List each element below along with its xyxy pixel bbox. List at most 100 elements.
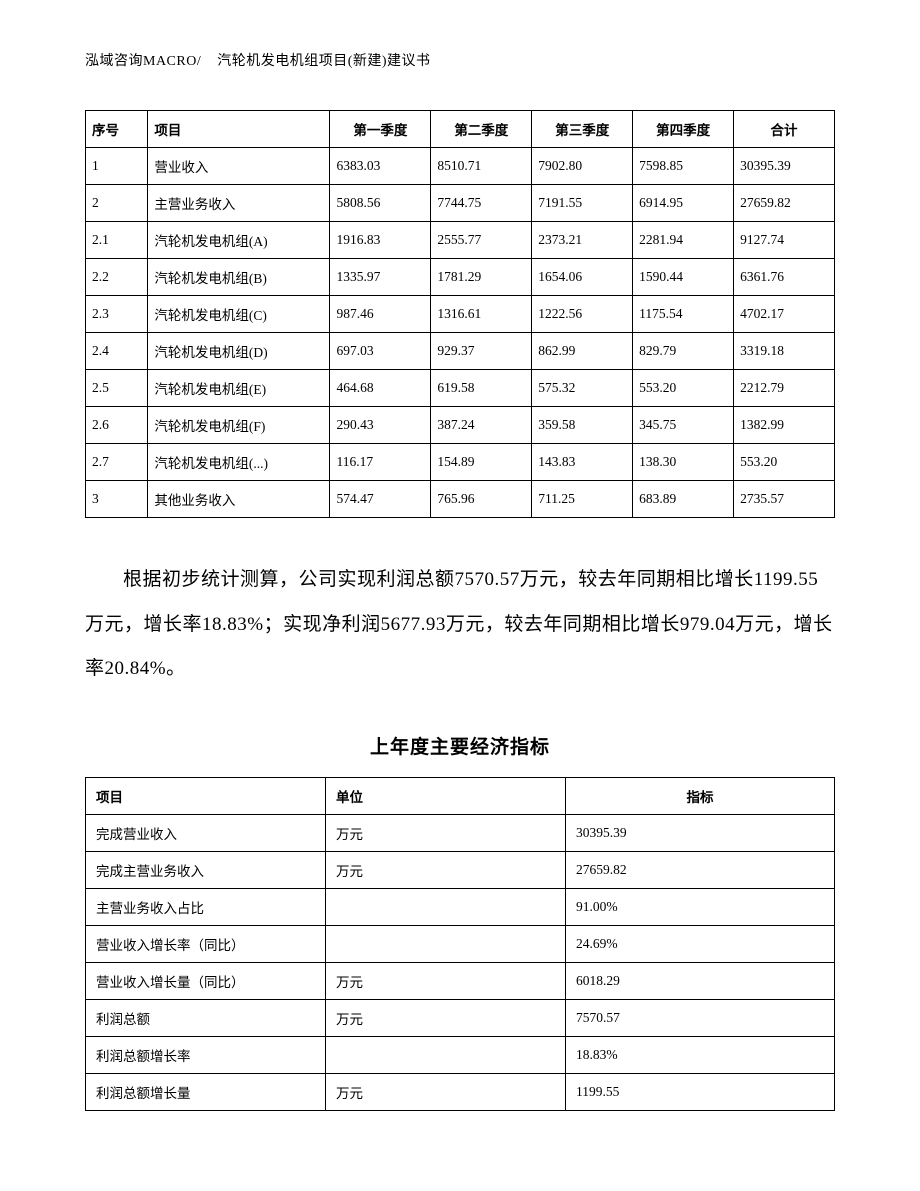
table-cell: 829.79: [633, 333, 734, 370]
col-header-item: 项目: [148, 111, 330, 148]
table-cell: 3: [86, 481, 148, 518]
table-cell: 2281.94: [633, 222, 734, 259]
table-cell: 7744.75: [431, 185, 532, 222]
table-cell: 2.4: [86, 333, 148, 370]
table-row: 完成主营业务收入万元27659.82: [86, 851, 835, 888]
table-row: 营业收入增长量（同比）万元6018.29: [86, 962, 835, 999]
table-cell: 30395.39: [734, 148, 835, 185]
table-header-row: 序号 项目 第一季度 第二季度 第三季度 第四季度 合计: [86, 111, 835, 148]
table-cell: 345.75: [633, 407, 734, 444]
col-header-q1: 第一季度: [330, 111, 431, 148]
table-cell: 553.20: [633, 370, 734, 407]
indicators-table: 项目 单位 指标 完成营业收入万元30395.39完成主营业务收入万元27659…: [85, 777, 835, 1111]
table-cell: 575.32: [532, 370, 633, 407]
table-cell: 1654.06: [532, 259, 633, 296]
indicators-title: 上年度主要经济指标: [85, 732, 835, 759]
table-cell: 营业收入增长量（同比）: [86, 962, 326, 999]
table-cell: 6361.76: [734, 259, 835, 296]
table-row: 2.7汽轮机发电机组(...)116.17154.89143.83138.305…: [86, 444, 835, 481]
table-cell: 711.25: [532, 481, 633, 518]
table-cell: 464.68: [330, 370, 431, 407]
table-cell: 汽轮机发电机组(E): [148, 370, 330, 407]
table-cell: 万元: [326, 962, 566, 999]
table-cell: 2735.57: [734, 481, 835, 518]
table-cell: [326, 1036, 566, 1073]
table-cell: 2212.79: [734, 370, 835, 407]
col-header-total: 合计: [734, 111, 835, 148]
table-cell: 利润总额: [86, 999, 326, 1036]
table-cell: 6018.29: [566, 962, 835, 999]
table-cell: 27659.82: [566, 851, 835, 888]
ind-col-header-unit: 单位: [326, 777, 566, 814]
table-cell: 万元: [326, 999, 566, 1036]
table-row: 2.6汽轮机发电机组(F)290.43387.24359.58345.75138…: [86, 407, 835, 444]
table-cell: 汽轮机发电机组(F): [148, 407, 330, 444]
table-cell: 862.99: [532, 333, 633, 370]
table-row: 2.5汽轮机发电机组(E)464.68619.58575.32553.20221…: [86, 370, 835, 407]
table-cell: 1: [86, 148, 148, 185]
table-row: 利润总额增长量万元1199.55: [86, 1073, 835, 1110]
table-cell: 汽轮机发电机组(C): [148, 296, 330, 333]
table-row: 利润总额增长率18.83%: [86, 1036, 835, 1073]
table-cell: 2.2: [86, 259, 148, 296]
table-cell: 完成主营业务收入: [86, 851, 326, 888]
table-cell: 利润总额增长量: [86, 1073, 326, 1110]
table-cell: 2.5: [86, 370, 148, 407]
table-cell: 8510.71: [431, 148, 532, 185]
table-cell: 汽轮机发电机组(D): [148, 333, 330, 370]
table-cell: 1916.83: [330, 222, 431, 259]
table-cell: 7902.80: [532, 148, 633, 185]
table-cell: 完成营业收入: [86, 814, 326, 851]
table-cell: 1222.56: [532, 296, 633, 333]
table-cell: 619.58: [431, 370, 532, 407]
page-header: 泓域咨询MACRO/ 汽轮机发电机组项目(新建)建议书: [85, 50, 835, 70]
header-doc-title: 汽轮机发电机组项目(新建)建议书: [217, 54, 430, 69]
table-cell: 18.83%: [566, 1036, 835, 1073]
table-cell: 1382.99: [734, 407, 835, 444]
table-cell: 其他业务收入: [148, 481, 330, 518]
table-row: 利润总额万元7570.57: [86, 999, 835, 1036]
col-header-q4: 第四季度: [633, 111, 734, 148]
table-cell: 2: [86, 185, 148, 222]
table-cell: 1781.29: [431, 259, 532, 296]
table-cell: 万元: [326, 851, 566, 888]
table-cell: 6383.03: [330, 148, 431, 185]
table-cell: 683.89: [633, 481, 734, 518]
table-cell: 138.30: [633, 444, 734, 481]
table-cell: 24.69%: [566, 925, 835, 962]
document-page: 泓域咨询MACRO/ 汽轮机发电机组项目(新建)建议书 序号 项目 第一季度 第…: [0, 0, 920, 1191]
table-cell: 汽轮机发电机组(A): [148, 222, 330, 259]
table-cell: 7598.85: [633, 148, 734, 185]
quarterly-revenue-table: 序号 项目 第一季度 第二季度 第三季度 第四季度 合计 1营业收入6383.0…: [85, 110, 835, 518]
table-cell: 万元: [326, 1073, 566, 1110]
table-cell: 汽轮机发电机组(B): [148, 259, 330, 296]
table-cell: 主营业务收入: [148, 185, 330, 222]
table-row: 2.3汽轮机发电机组(C)987.461316.611222.561175.54…: [86, 296, 835, 333]
table-cell: 574.47: [330, 481, 431, 518]
table-cell: 2373.21: [532, 222, 633, 259]
table-header-row: 项目 单位 指标: [86, 777, 835, 814]
table-cell: 929.37: [431, 333, 532, 370]
table-cell: 27659.82: [734, 185, 835, 222]
table-cell: 汽轮机发电机组(...): [148, 444, 330, 481]
table-cell: 30395.39: [566, 814, 835, 851]
col-header-q3: 第三季度: [532, 111, 633, 148]
table-cell: 5808.56: [330, 185, 431, 222]
table-cell: 553.20: [734, 444, 835, 481]
table-cell: 2.6: [86, 407, 148, 444]
table-cell: 91.00%: [566, 888, 835, 925]
table-cell: 1175.54: [633, 296, 734, 333]
table-cell: 143.83: [532, 444, 633, 481]
table-cell: 7191.55: [532, 185, 633, 222]
table-cell: 387.24: [431, 407, 532, 444]
table-row: 完成营业收入万元30395.39: [86, 814, 835, 851]
table-cell: 2.3: [86, 296, 148, 333]
table-cell: 987.46: [330, 296, 431, 333]
table-cell: 2.7: [86, 444, 148, 481]
table-cell: 1199.55: [566, 1073, 835, 1110]
table-cell: 4702.17: [734, 296, 835, 333]
summary-paragraph: 根据初步统计测算，公司实现利润总额7570.57万元，较去年同期相比增长1199…: [85, 558, 835, 692]
table-cell: 1316.61: [431, 296, 532, 333]
table-cell: 9127.74: [734, 222, 835, 259]
header-company: 泓域咨询MACRO/: [85, 54, 201, 69]
